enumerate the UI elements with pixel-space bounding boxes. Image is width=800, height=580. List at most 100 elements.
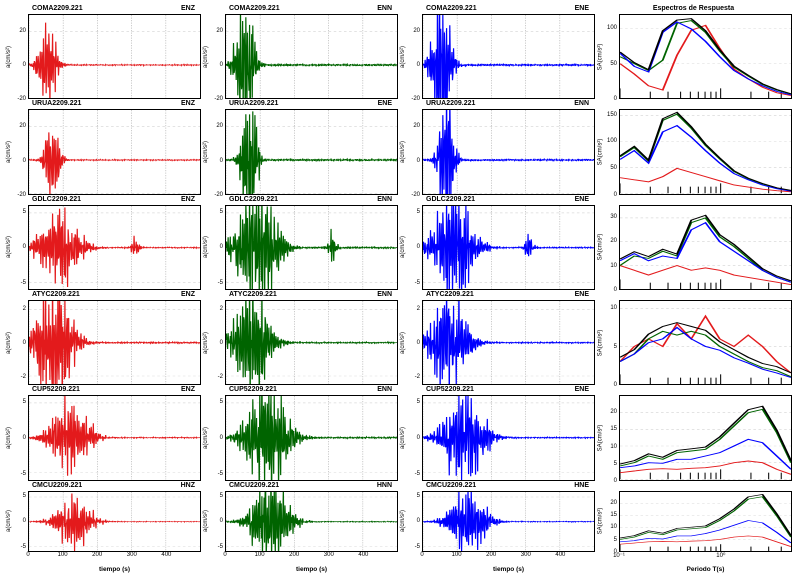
plot-area [422, 205, 595, 290]
station-id: ATYC2209.221 [32, 290, 80, 300]
x-axis-ticks: 10⁻¹10⁰ [619, 552, 792, 566]
y-axis-label: a(cm/s²) [398, 205, 408, 290]
y-axis-label: a(cm/s²) [201, 300, 211, 385]
plot-area [225, 300, 398, 385]
x-axis-label: tiempo (s) [422, 566, 595, 576]
spectrum-panel: SA(cm/s²) 05101520 10⁻¹10⁰ Periodo T(s) [595, 481, 792, 576]
y-axis-ticks: -202 [408, 300, 422, 385]
spectrum-panel: SA(cm/s²) 0102030 [595, 195, 792, 290]
x-axis-ticks: 0100200300400 [422, 552, 595, 566]
seismic-figure-grid: COMA2209.221 ENZ a(cm/s²) -20020 COMA220… [0, 0, 800, 580]
y-axis-ticks: -505 [14, 205, 28, 290]
spectrum-panel: Espectros de Respuesta SA(cm/s²) 050100 [595, 4, 792, 99]
y-axis-ticks: 0102030 [605, 205, 619, 290]
y-axis-label: a(cm/s²) [4, 205, 14, 290]
y-axis-ticks: -20020 [14, 109, 28, 194]
component-label: ENZ [181, 385, 195, 395]
spectrum-title [595, 290, 792, 300]
y-axis-label: SA(cm/s²) [595, 205, 605, 290]
plot-area [28, 14, 201, 99]
component-label: ENZ [181, 4, 195, 14]
y-axis-label: a(cm/s²) [4, 395, 14, 480]
y-axis-label: SA(cm/s²) [595, 14, 605, 99]
y-axis-ticks: -20020 [211, 109, 225, 194]
plot-area [422, 109, 595, 194]
component-label: HNZ [181, 481, 195, 491]
component-label: HNE [574, 481, 589, 491]
spectrum-panel: SA(cm/s²) 05101520 [595, 385, 792, 480]
time-series-panel: GDLC2209.221 ENZ a(cm/s²) -505 [4, 195, 201, 290]
plot-area [422, 14, 595, 99]
y-axis-ticks: -20020 [408, 14, 422, 99]
y-axis-label: SA(cm/s²) [595, 109, 605, 194]
y-axis-ticks: 050100 [605, 14, 619, 99]
plot-area [619, 491, 792, 552]
plot-area [28, 395, 201, 480]
y-axis-ticks: -202 [211, 300, 225, 385]
time-series-panel: CMCU2209.221 HNN a(cm/s²) -505 010020030… [201, 481, 398, 576]
y-axis-label: a(cm/s²) [398, 300, 408, 385]
spectrum-title [595, 99, 792, 109]
plot-area [225, 14, 398, 99]
time-series-panel: ATYC2209.221 ENN a(cm/s²) -202 [201, 290, 398, 385]
y-axis-ticks: -505 [14, 395, 28, 480]
time-series-panel: GDLC2209.221 ENN a(cm/s²) -505 [201, 195, 398, 290]
y-axis-label: a(cm/s²) [398, 14, 408, 99]
y-axis-label: a(cm/s²) [398, 109, 408, 194]
time-series-panel: CMCU2209.221 HNZ a(cm/s²) -505 010020030… [4, 481, 201, 576]
component-label: ENZ [181, 195, 195, 205]
component-label: ENE [575, 4, 589, 14]
station-id: CUP52209.221 [32, 385, 80, 395]
station-id: COMA2209.221 [426, 4, 477, 14]
time-series-panel: COMA2209.221 ENZ a(cm/s²) -20020 [4, 4, 201, 99]
y-axis-ticks: -505 [408, 395, 422, 480]
y-axis-label: a(cm/s²) [201, 205, 211, 290]
time-series-panel: COMA2209.221 ENE a(cm/s²) -20020 [398, 4, 595, 99]
component-label: ENE [575, 290, 589, 300]
spectrum-title [595, 195, 792, 205]
spectrum-title: Espectros de Respuesta [595, 4, 792, 14]
plot-area [225, 395, 398, 480]
y-axis-label: SA(cm/s²) [595, 491, 605, 552]
plot-area [619, 205, 792, 290]
component-label: ENZ [181, 99, 195, 109]
time-series-panel: CUP52209.221 ENE a(cm/s²) -505 [398, 385, 595, 480]
station-id: CUP52209.221 [229, 385, 277, 395]
station-id: URUA2209.221 [32, 99, 81, 109]
station-id: URUA2209.221 [229, 99, 278, 109]
spectrum-panel: SA(cm/s²) 0510 [595, 290, 792, 385]
x-axis-ticks: 0100200300400 [28, 552, 201, 566]
plot-area [422, 395, 595, 480]
component-label: ENN [377, 195, 392, 205]
station-id: CMCU2209.221 [32, 481, 82, 491]
y-axis-ticks: 05101520 [605, 395, 619, 480]
component-label: HNN [377, 481, 392, 491]
y-axis-ticks: -505 [14, 491, 28, 552]
component-label: ENN [574, 99, 589, 109]
x-axis-ticks: 0100200300400 [225, 552, 398, 566]
y-axis-label: a(cm/s²) [201, 491, 211, 552]
y-axis-label: a(cm/s²) [201, 395, 211, 480]
plot-area [28, 491, 201, 552]
plot-area [225, 491, 398, 552]
station-id: URUA2209.221 [426, 99, 475, 109]
y-axis-ticks: 0510 [605, 300, 619, 385]
time-series-panel: CUP52209.221 ENN a(cm/s²) -505 [201, 385, 398, 480]
station-id: COMA2209.221 [229, 4, 280, 14]
y-axis-ticks: 05101520 [605, 491, 619, 552]
plot-area [28, 300, 201, 385]
spectrum-panel: SA(cm/s²) 050100150 [595, 99, 792, 194]
y-axis-label: a(cm/s²) [398, 491, 408, 552]
plot-area [28, 205, 201, 290]
x-axis-label: tiempo (s) [28, 566, 201, 576]
plot-area [619, 14, 792, 99]
station-id: GDLC2209.221 [229, 195, 278, 205]
time-series-panel: ATYC2209.221 ENE a(cm/s²) -202 [398, 290, 595, 385]
y-axis-ticks: -505 [211, 395, 225, 480]
time-series-panel: GDLC2209.221 ENE a(cm/s²) -505 [398, 195, 595, 290]
station-id: GDLC2209.221 [426, 195, 475, 205]
y-axis-label: a(cm/s²) [398, 395, 408, 480]
y-axis-label: a(cm/s²) [201, 109, 211, 194]
station-id: CMCU2209.221 [229, 481, 279, 491]
y-axis-ticks: -20020 [14, 14, 28, 99]
